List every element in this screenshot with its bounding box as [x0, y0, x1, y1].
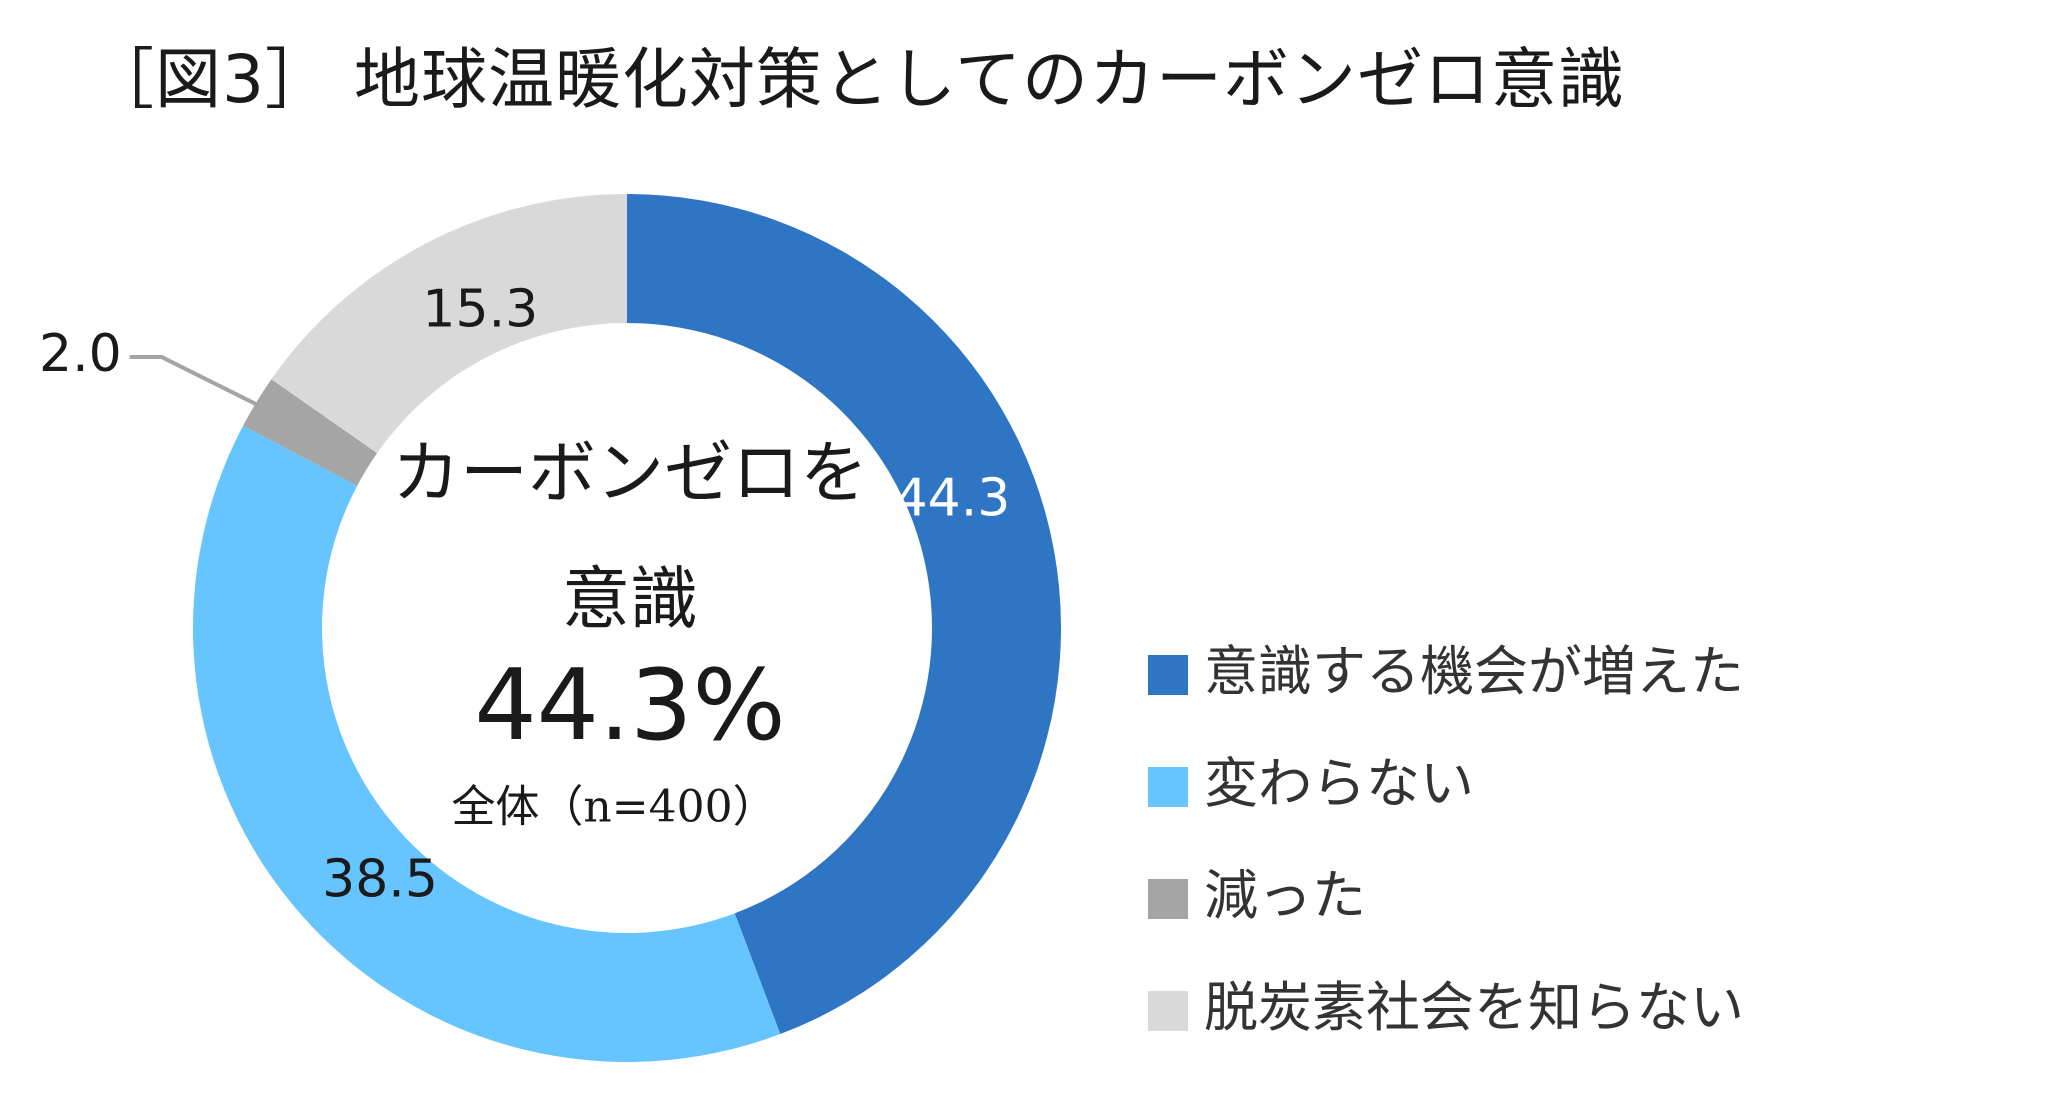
legend-swatch — [1148, 991, 1188, 1031]
legend-label: 変わらない — [1204, 752, 1474, 815]
leader-lines — [129, 355, 279, 417]
legend-swatch — [1148, 767, 1188, 807]
slice-decreased — [243, 379, 378, 486]
data-label: 38.5 — [322, 850, 438, 910]
data-label: 15.3 — [422, 279, 538, 339]
legend-swatch — [1148, 879, 1188, 919]
legend-swatch — [1148, 655, 1188, 695]
legend-label: 意識する機会が増えた — [1204, 640, 1744, 703]
center-value: 44.3% — [474, 649, 785, 763]
chart-title: ［図3］ 地球温暖化対策としてのカーボンゼロ意識 — [88, 41, 1625, 118]
data-labels: 44.3 38.5 2.0 15.3 — [39, 279, 1010, 909]
slice-unchanged — [192, 425, 781, 1062]
data-label: 2.0 — [39, 324, 122, 384]
leader-line — [129, 355, 279, 417]
data-label: 44.3 — [895, 469, 1011, 529]
center-line2: 意識 — [562, 561, 698, 640]
slice-unaware — [271, 193, 627, 454]
legend-label: 脱炭素社会を知らない — [1204, 976, 1744, 1039]
slice-increased — [627, 194, 1061, 1035]
center-line1: カーボンゼロを — [392, 435, 868, 514]
donut-slices — [192, 193, 1061, 1062]
legend-label: 減った — [1204, 864, 1366, 927]
center-note: 全体（n=400） — [451, 782, 776, 833]
